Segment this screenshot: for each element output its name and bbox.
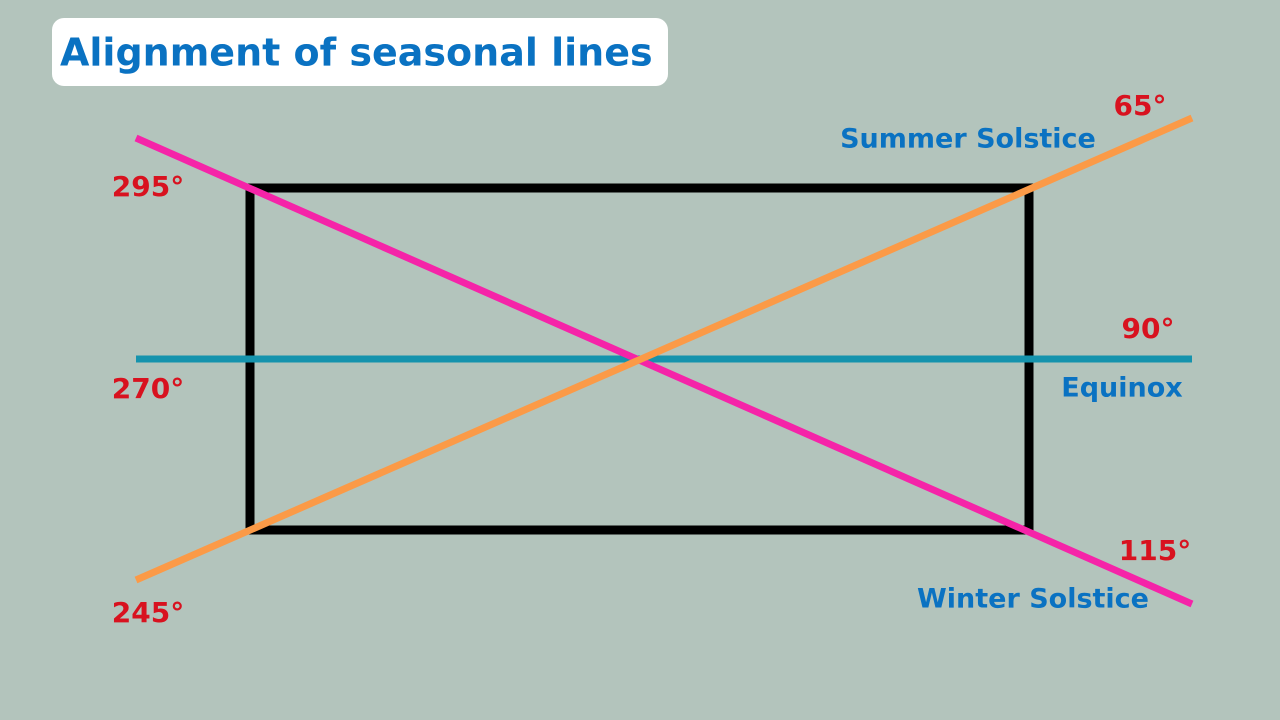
- line-label: Winter Solstice: [917, 584, 1149, 615]
- winter-solstice-line: [134, 134, 1194, 608]
- angle-label: 65°: [1114, 89, 1167, 122]
- angle-label: 295°: [112, 170, 184, 203]
- title: Alignment of seasonal lines: [60, 31, 653, 75]
- line-label: Equinox: [1061, 373, 1182, 404]
- angle-label: 270°: [112, 372, 184, 405]
- angle-label: 115°: [1119, 534, 1191, 567]
- angle-label: 90°: [1122, 312, 1175, 345]
- title-box: [52, 18, 668, 86]
- line-label: Summer Solstice: [840, 124, 1096, 155]
- angle-label: 245°: [112, 596, 184, 629]
- summer-solstice-line: [134, 114, 1194, 584]
